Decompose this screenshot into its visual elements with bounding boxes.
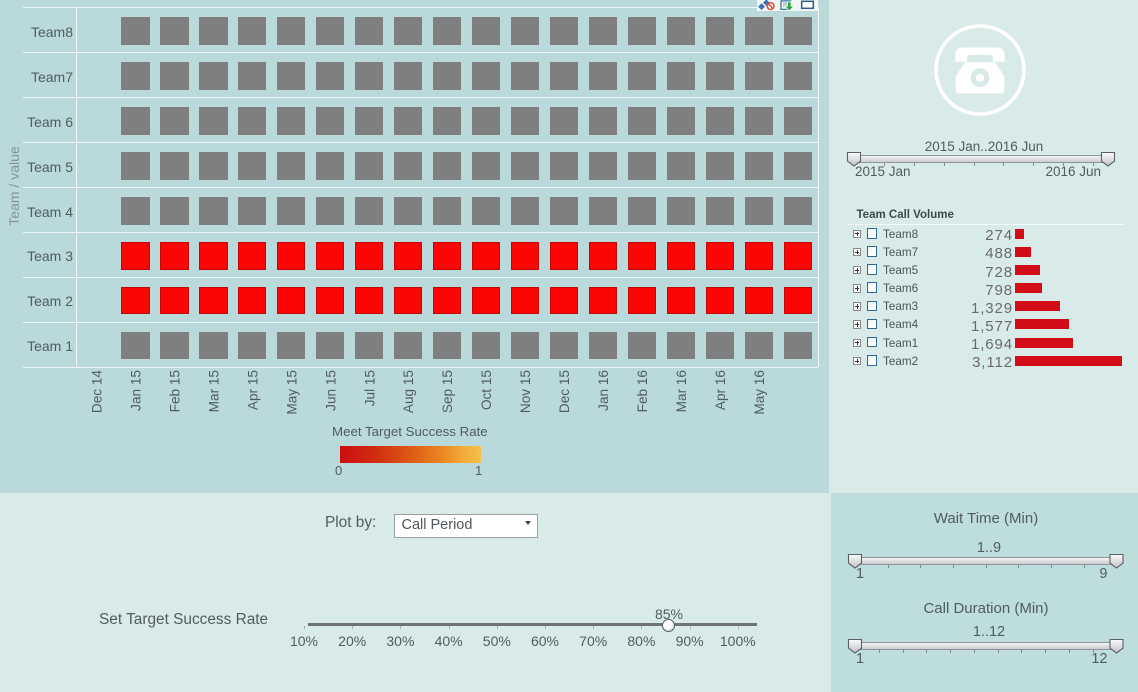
svg-text:Apr 15: Apr 15 [245, 370, 260, 410]
svg-text:Mar 16: Mar 16 [674, 370, 689, 412]
svg-text:Jan 15: Jan 15 [128, 370, 143, 411]
svg-text:Feb 15: Feb 15 [167, 370, 182, 412]
svg-text:Mar 15: Mar 15 [206, 370, 221, 412]
svg-text:May 16: May 16 [752, 370, 767, 415]
svg-text:Jul 15: Jul 15 [362, 370, 377, 406]
svg-text:Nov 15: Nov 15 [518, 370, 533, 413]
svg-text:Jan 16: Jan 16 [596, 370, 611, 411]
svg-text:Sep 15: Sep 15 [440, 370, 455, 413]
svg-text:Oct 15: Oct 15 [479, 370, 494, 410]
svg-text:Aug 15: Aug 15 [401, 370, 416, 413]
svg-text:Dec 14: Dec 14 [89, 370, 104, 414]
svg-text:Apr 16: Apr 16 [713, 370, 728, 410]
svg-text:Dec 15: Dec 15 [557, 370, 572, 413]
svg-text:Jun 15: Jun 15 [323, 370, 338, 411]
svg-text:May 15: May 15 [284, 370, 299, 415]
svg-text:Feb 16: Feb 16 [635, 370, 650, 412]
svg-text:Team / value: Team / value [6, 146, 22, 226]
